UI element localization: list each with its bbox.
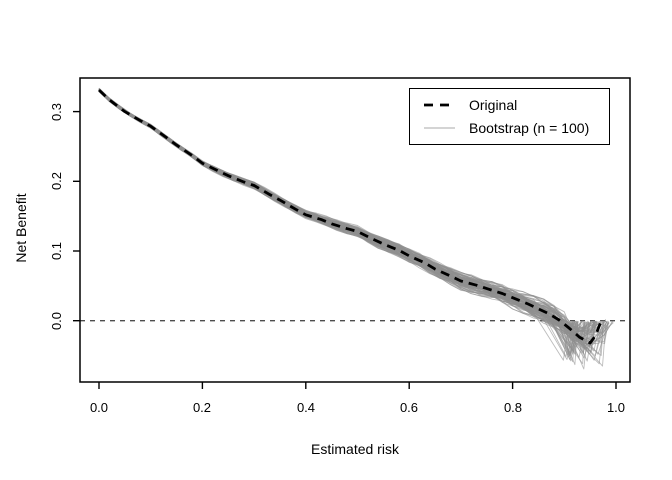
y-axis-title: Net Benefit [13,193,29,263]
y-tick-label-0.3: 0.3 [49,102,64,122]
x-tick-label-0.8: 0.8 [503,400,523,415]
x-tick-label-0.6: 0.6 [399,400,419,415]
x-tick-label-0.4: 0.4 [296,400,316,415]
original-dashed-line-icon [424,103,455,107]
x-axis-title: Estimated risk [311,441,399,457]
legend-entry-original: Original [423,95,609,115]
bootstrap-line-icon [424,127,455,129]
y-tick-label-0.2: 0.2 [49,171,64,191]
legend: Original Bootstrap (n = 100) [409,88,610,145]
plot-border [79,77,631,383]
y-tick-label-0.0: 0.0 [49,311,64,331]
y-tick-label-0.1: 0.1 [49,241,64,261]
legend-entry-bootstrap: Bootstrap (n = 100) [423,118,609,138]
x-tick-label-0.0: 0.0 [89,400,109,415]
x-tick-label-0.2: 0.2 [192,400,212,415]
legend-label-bootstrap: Bootstrap (n = 100) [469,120,590,136]
legend-label-original: Original [469,97,518,113]
x-tick-label-1.0: 1.0 [606,400,626,415]
